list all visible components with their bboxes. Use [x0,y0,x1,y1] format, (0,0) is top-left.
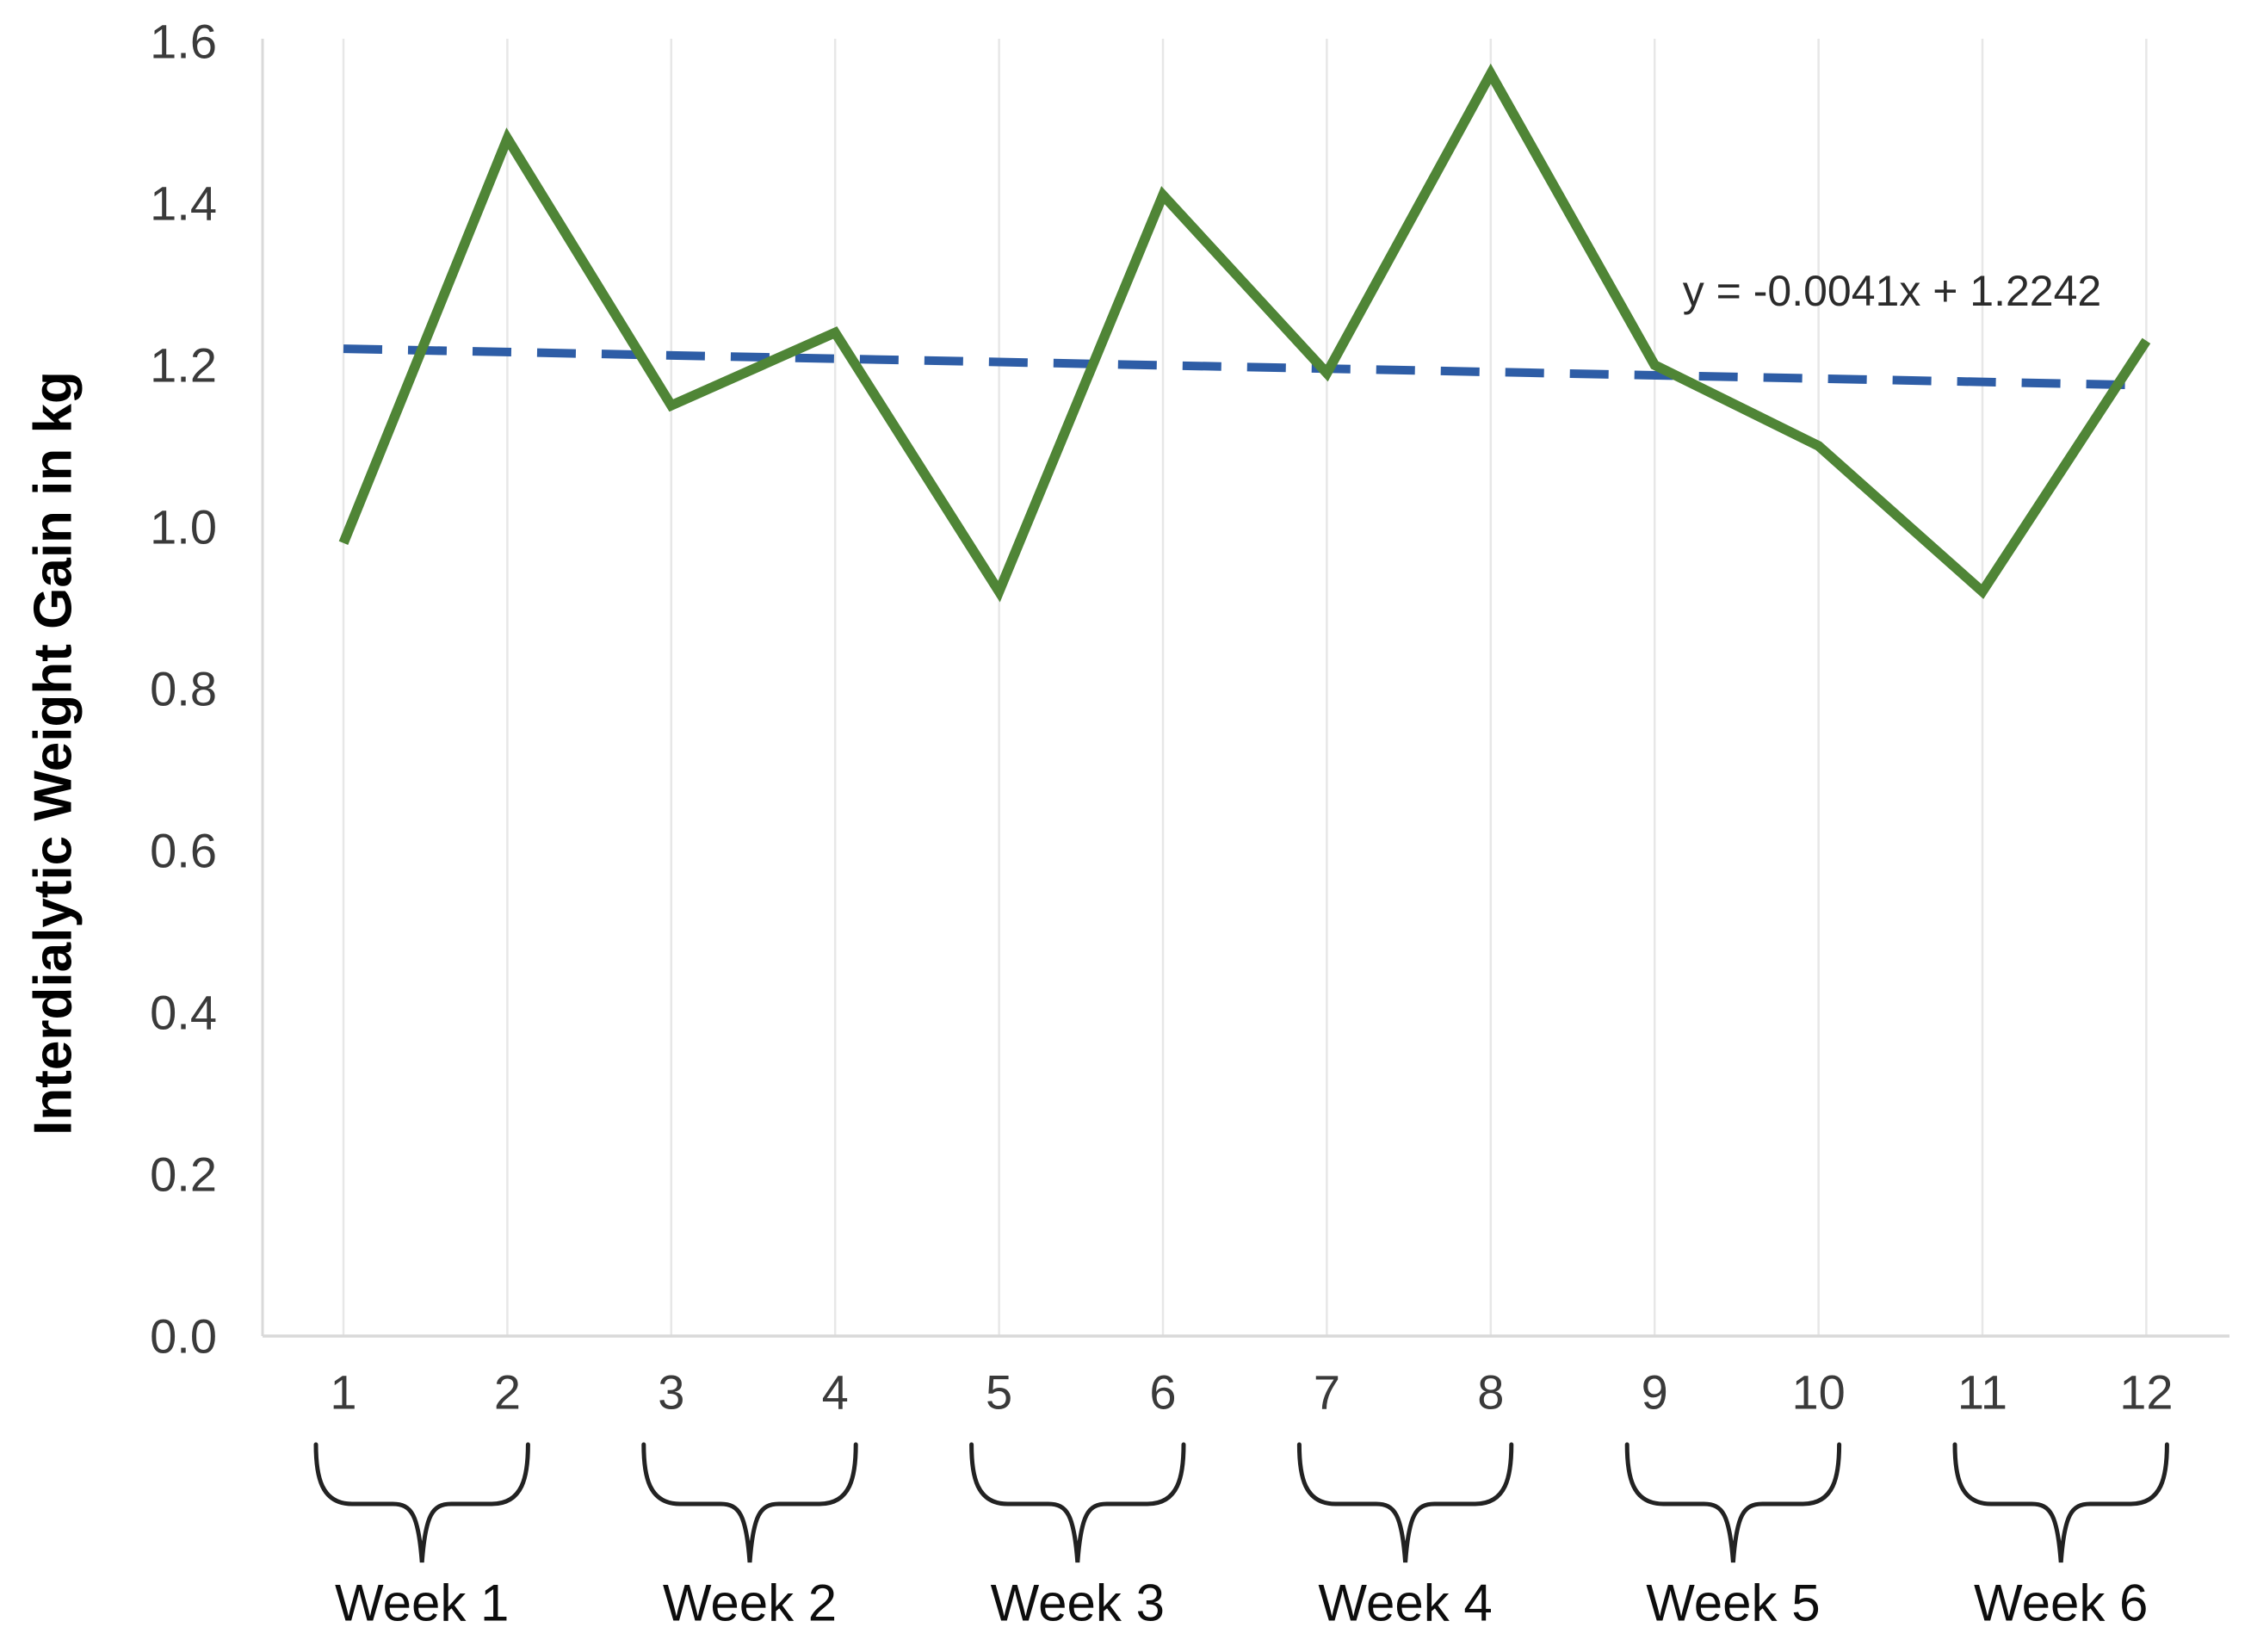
week-label: Week 2 [663,1575,837,1632]
y-tick-label: 0.6 [150,824,217,878]
trendline-equation-label: y = -0.0041x + 1.2242 [1682,267,2102,315]
week-label: Week 6 [1974,1575,2148,1632]
x-tick-label: 1 [330,1365,356,1420]
week-brace [1952,1442,2169,1563]
x-tick-label: 9 [1642,1365,1668,1420]
x-tick-label: 7 [1314,1365,1340,1420]
y-tick-label: 1.0 [150,500,217,554]
week-label: Week 1 [335,1575,509,1632]
y-tick-label: 0.8 [150,662,217,716]
series-line [338,63,2151,603]
week-brace [313,1442,530,1563]
x-tick-label: 4 [822,1365,849,1420]
y-tick-label: 1.2 [150,338,217,393]
y-tick-label: 0.4 [150,986,217,1040]
y-tick-label: 0.0 [150,1309,217,1364]
y-tick-label: 1.6 [150,15,217,69]
y-axis-title: Interdialytic Weight Gain in kg [23,371,83,1135]
x-tick-label: 2 [494,1365,521,1420]
week-label: Week 5 [1646,1575,1820,1632]
week-brace [1296,1442,1514,1563]
week-brace [641,1442,858,1563]
trendline [343,344,2147,390]
x-tick-label: 8 [1477,1365,1504,1420]
week-brace [969,1442,1186,1563]
week-label: Week 4 [1318,1575,1492,1632]
y-tick-label: 1.4 [150,176,217,231]
x-tick-label: 11 [1957,1365,2007,1420]
x-tick-label: 3 [658,1365,684,1420]
week-brace [1624,1442,1842,1563]
x-tick-label: 6 [1149,1365,1176,1420]
x-tick-label: 5 [986,1365,1012,1420]
y-tick-label: 0.2 [150,1148,217,1202]
week-label: Week 3 [991,1575,1165,1632]
x-tick-label: 10 [1791,1365,1845,1420]
x-tick-label: 12 [2119,1365,2173,1420]
